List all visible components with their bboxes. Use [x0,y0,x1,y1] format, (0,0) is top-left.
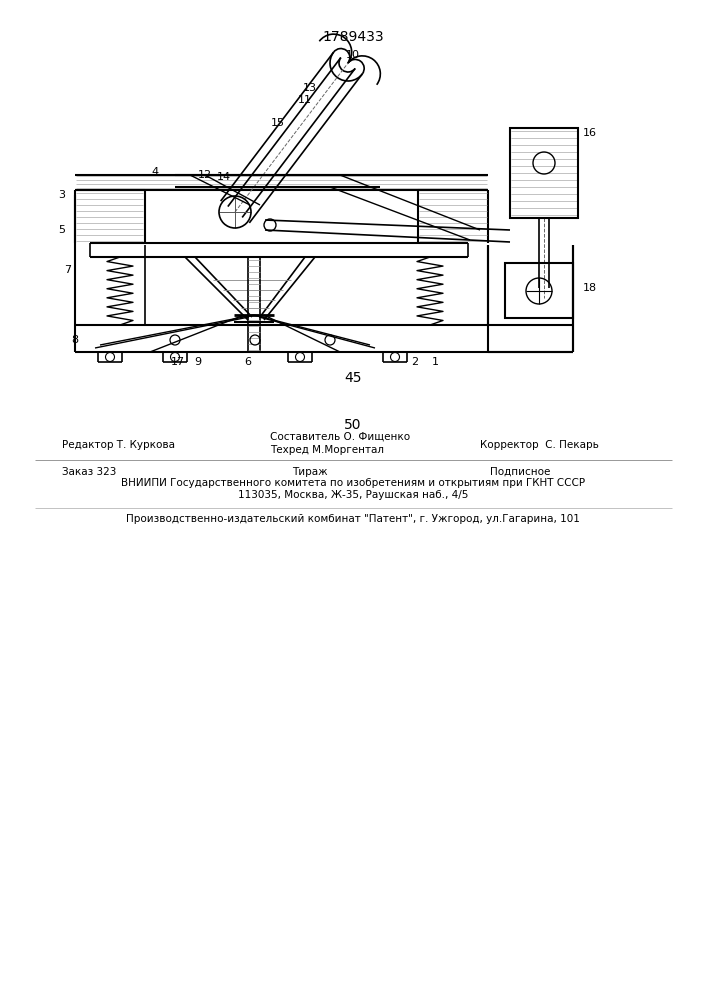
Text: 3: 3 [59,190,66,200]
Text: 5: 5 [59,225,66,235]
Text: 13: 13 [303,83,317,93]
Text: 7: 7 [64,265,71,275]
Text: 18: 18 [583,283,597,293]
Text: 2: 2 [411,357,419,367]
Text: ВНИИПИ Государственного комитета по изобретениям и открытиям при ГКНТ СССР: ВНИИПИ Государственного комитета по изоб… [121,478,585,488]
Text: 6: 6 [245,357,252,367]
Text: Редактор Т. Куркова: Редактор Т. Куркова [62,440,175,450]
Text: 8: 8 [71,335,78,345]
Text: 16: 16 [583,128,597,138]
Bar [510,128,578,218]
Bar [505,263,573,318]
Text: 11: 11 [298,95,312,105]
Text: 1789433: 1789433 [322,30,384,44]
Text: Заказ 323: Заказ 323 [62,467,117,477]
Text: Корректор  С. Пекарь: Корректор С. Пекарь [480,440,599,450]
Text: Составитель О. Фищенко: Составитель О. Фищенко [270,432,410,442]
Text: 17: 17 [171,357,185,367]
Text: 1: 1 [431,357,438,367]
Text: 14: 14 [217,172,231,182]
Text: 12: 12 [198,170,212,180]
Text: Тираж: Тираж [292,467,328,477]
Text: 9: 9 [194,357,201,367]
Text: 15: 15 [271,118,285,128]
Text: Техред М.Моргентал: Техред М.Моргентал [270,445,384,455]
Text: 10: 10 [346,50,360,60]
Text: 45: 45 [344,371,362,385]
Text: Подписное: Подписное [490,467,550,477]
Text: 4: 4 [151,167,158,177]
Text: Производственно-издательский комбинат "Патент", г. Ужгород, ул.Гагарина, 101: Производственно-издательский комбинат "П… [126,514,580,524]
Text: 113035, Москва, Ж-35, Раушская наб., 4/5: 113035, Москва, Ж-35, Раушская наб., 4/5 [238,490,468,500]
Text: 50: 50 [344,418,362,432]
